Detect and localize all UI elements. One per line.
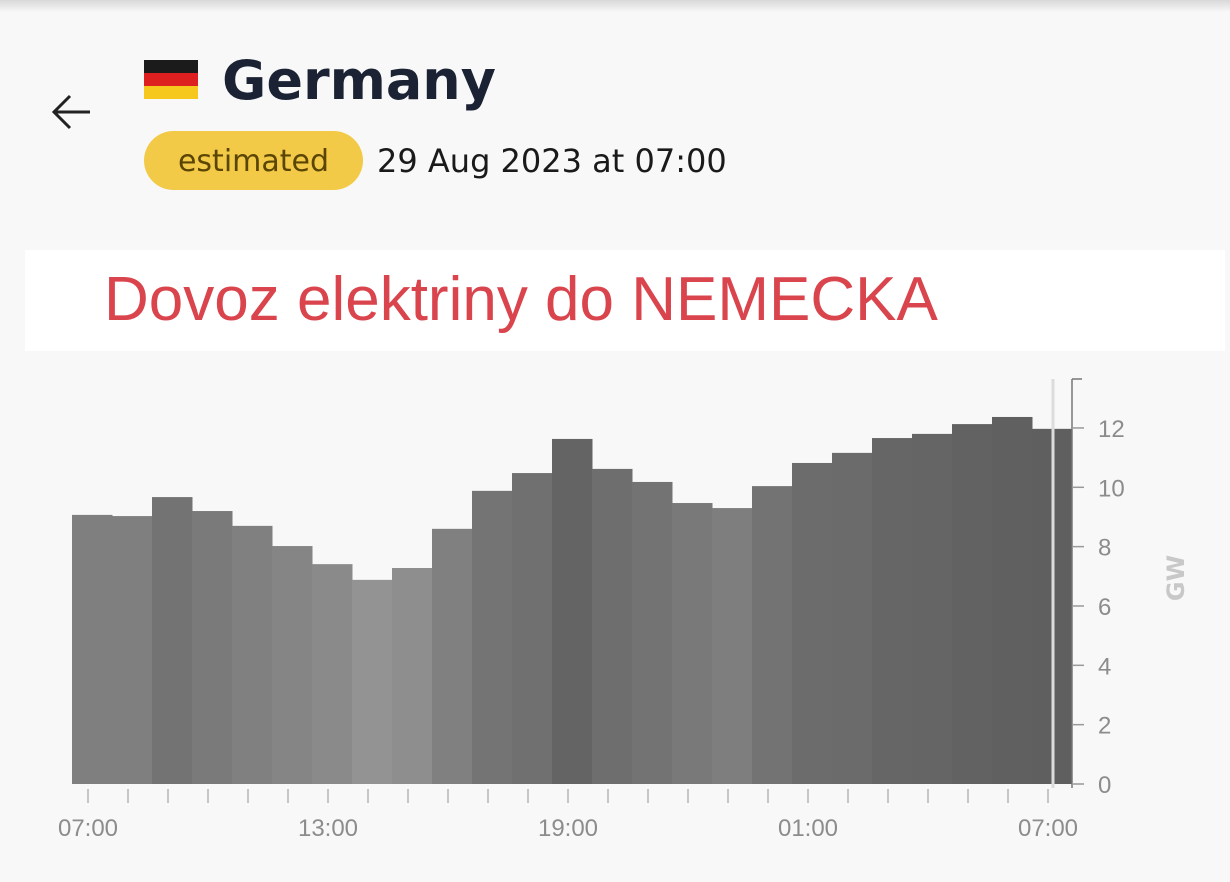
x-tick-label: 07:00 xyxy=(58,815,118,842)
bar xyxy=(752,486,793,784)
bar xyxy=(552,438,593,784)
bar xyxy=(152,497,193,784)
x-tick-label: 07:00 xyxy=(1018,815,1078,842)
bar xyxy=(472,490,513,784)
bar xyxy=(352,579,393,784)
x-tick-label: 01:00 xyxy=(778,815,838,842)
y-tick-label: 8 xyxy=(1098,535,1111,562)
bar xyxy=(832,452,873,784)
bar xyxy=(792,462,833,784)
datetime: 29 Aug 2023 at 07:00 xyxy=(377,142,727,180)
y-tick-label: 4 xyxy=(1098,653,1111,680)
bar xyxy=(272,546,313,784)
bar xyxy=(952,424,993,784)
banner-text: Dovoz elektriny do NEMECKA xyxy=(104,265,938,334)
badge-text: estimated xyxy=(178,144,329,179)
y-axis-label: GW xyxy=(1162,555,1190,601)
y-tick-label: 10 xyxy=(1098,475,1125,502)
bar xyxy=(312,564,353,784)
chart: 0 2 4 6 8 10 12 GW 07:00 13:00 19:00 01:00 07:00 xyxy=(58,378,1190,842)
y-tick-label: 2 xyxy=(1098,713,1111,740)
y-tick-label: 0 xyxy=(1098,772,1111,799)
bar xyxy=(232,525,273,784)
bar xyxy=(632,481,673,784)
top-shadow xyxy=(0,0,1230,12)
bar xyxy=(192,511,233,784)
bar xyxy=(112,516,153,784)
banner xyxy=(25,250,1225,351)
bar xyxy=(72,514,113,784)
y-tick-label: 6 xyxy=(1098,594,1111,621)
bar xyxy=(912,433,953,784)
back-arrow[interactable] xyxy=(51,94,90,130)
badge xyxy=(144,131,363,190)
bar xyxy=(712,508,753,784)
country-title: Germany xyxy=(222,49,496,112)
x-tick-label: 13:00 xyxy=(298,815,358,842)
bar xyxy=(992,416,1033,784)
bar xyxy=(592,468,633,784)
x-tick-label: 19:00 xyxy=(538,815,598,842)
flag xyxy=(144,60,198,99)
bar xyxy=(872,438,913,784)
y-tick-label: 12 xyxy=(1098,416,1125,443)
bar xyxy=(512,473,553,784)
bar xyxy=(432,528,473,784)
bar xyxy=(392,568,433,784)
bar xyxy=(672,503,713,784)
